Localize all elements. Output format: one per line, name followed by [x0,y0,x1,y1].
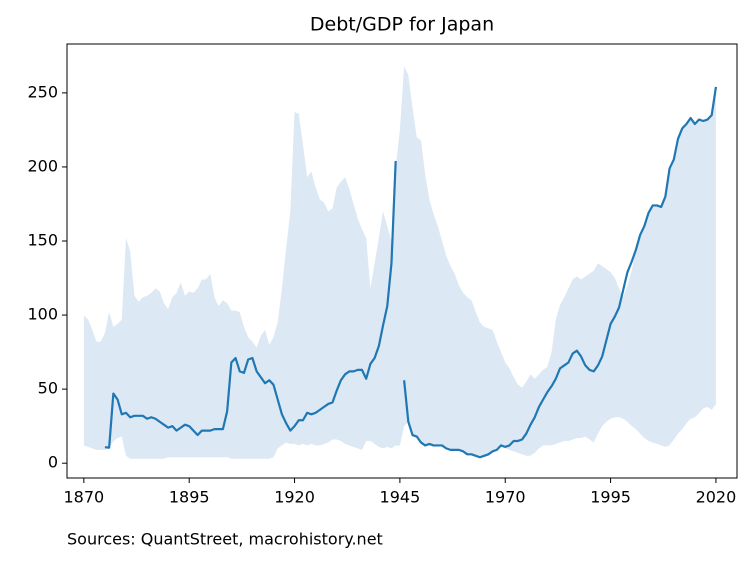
range-band [83,66,716,459]
x-tick-label: 1995 [590,488,631,507]
y-tick-label: 100 [27,305,58,324]
y-tick-label: 50 [38,379,58,398]
data-line [104,86,718,459]
y-tick-label: 0 [48,453,58,472]
plot-frame [66,43,738,479]
x-tick-label: 1920 [274,488,315,507]
source-note: Sources: QuantStreet, macrohistory.net [67,530,383,549]
x-tick-label: 1895 [169,488,210,507]
chart-title: Debt/GDP for Japan [310,14,494,36]
y-tick-label: 150 [27,231,58,250]
y-tick-label: 250 [27,82,58,101]
y-tick-label: 200 [27,156,58,175]
x-tick-label: 1970 [485,488,526,507]
x-tick-label: 2020 [696,488,737,507]
x-tick-label: 1945 [380,488,421,507]
x-tick-label: 1870 [63,488,104,507]
